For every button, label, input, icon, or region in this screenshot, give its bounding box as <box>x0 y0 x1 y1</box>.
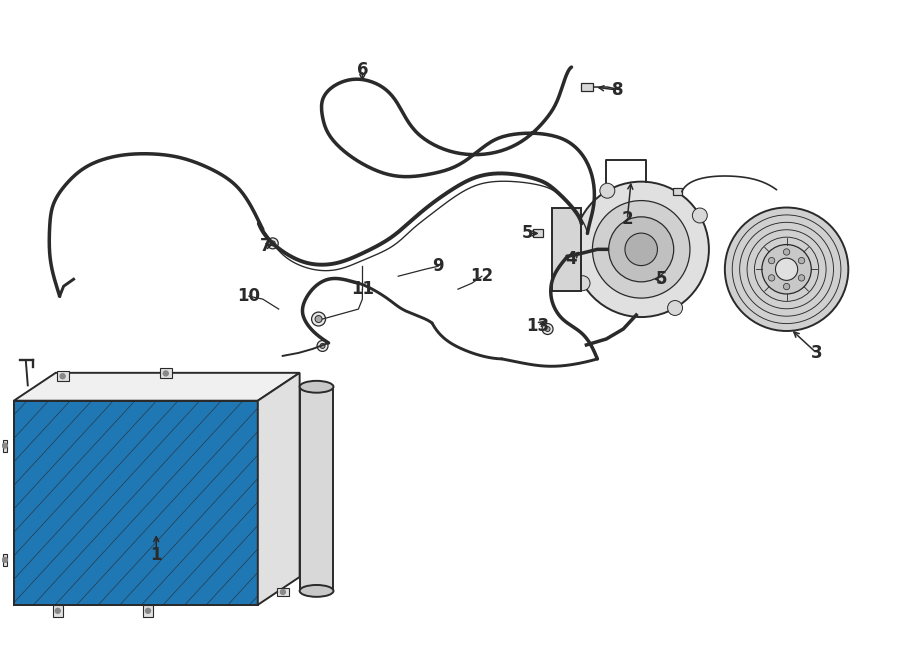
Polygon shape <box>14 401 257 605</box>
Text: 4: 4 <box>566 251 577 268</box>
Polygon shape <box>257 373 300 605</box>
Circle shape <box>769 275 775 281</box>
Circle shape <box>315 315 322 323</box>
Circle shape <box>769 257 775 264</box>
Text: 5: 5 <box>655 270 667 288</box>
Circle shape <box>311 312 326 326</box>
Bar <box>533 229 543 237</box>
Ellipse shape <box>300 585 334 597</box>
Circle shape <box>270 241 275 246</box>
Polygon shape <box>14 373 300 401</box>
Circle shape <box>545 327 550 332</box>
Circle shape <box>724 208 849 331</box>
Bar <box>673 188 682 195</box>
Polygon shape <box>143 605 153 617</box>
Text: 13: 13 <box>526 317 549 335</box>
Circle shape <box>281 590 285 594</box>
Polygon shape <box>3 554 7 566</box>
Text: 1: 1 <box>150 546 162 564</box>
Text: 11: 11 <box>351 280 374 298</box>
Circle shape <box>3 443 7 448</box>
Text: 2: 2 <box>621 210 633 229</box>
Circle shape <box>320 344 325 348</box>
Circle shape <box>608 217 674 282</box>
Circle shape <box>600 183 615 198</box>
Circle shape <box>267 238 278 249</box>
Circle shape <box>798 275 805 281</box>
Circle shape <box>575 276 590 291</box>
Circle shape <box>317 340 328 352</box>
Polygon shape <box>300 387 334 591</box>
Circle shape <box>776 258 797 280</box>
Circle shape <box>542 323 554 334</box>
Circle shape <box>692 208 707 223</box>
Circle shape <box>592 200 690 298</box>
Circle shape <box>798 257 805 264</box>
Circle shape <box>783 284 790 290</box>
Bar <box>652 275 662 283</box>
Circle shape <box>668 301 682 315</box>
Text: 10: 10 <box>238 287 260 305</box>
Bar <box>581 83 593 91</box>
Circle shape <box>55 608 60 613</box>
Polygon shape <box>53 605 63 617</box>
Text: 3: 3 <box>811 344 823 362</box>
Text: 9: 9 <box>432 257 444 275</box>
Text: 7: 7 <box>260 237 272 255</box>
Polygon shape <box>14 401 257 605</box>
Text: 12: 12 <box>471 267 493 286</box>
Circle shape <box>573 182 709 317</box>
Circle shape <box>783 249 790 255</box>
Polygon shape <box>277 588 289 596</box>
Circle shape <box>163 371 168 376</box>
Polygon shape <box>3 440 7 451</box>
Circle shape <box>3 557 7 563</box>
Circle shape <box>762 245 811 294</box>
Text: 5: 5 <box>522 225 534 243</box>
Text: 8: 8 <box>611 81 623 99</box>
Polygon shape <box>160 368 172 378</box>
Circle shape <box>60 373 65 379</box>
Circle shape <box>146 608 150 613</box>
Circle shape <box>625 233 657 266</box>
Text: 6: 6 <box>356 61 368 79</box>
Polygon shape <box>57 371 68 381</box>
Polygon shape <box>552 208 581 291</box>
Ellipse shape <box>300 381 334 393</box>
